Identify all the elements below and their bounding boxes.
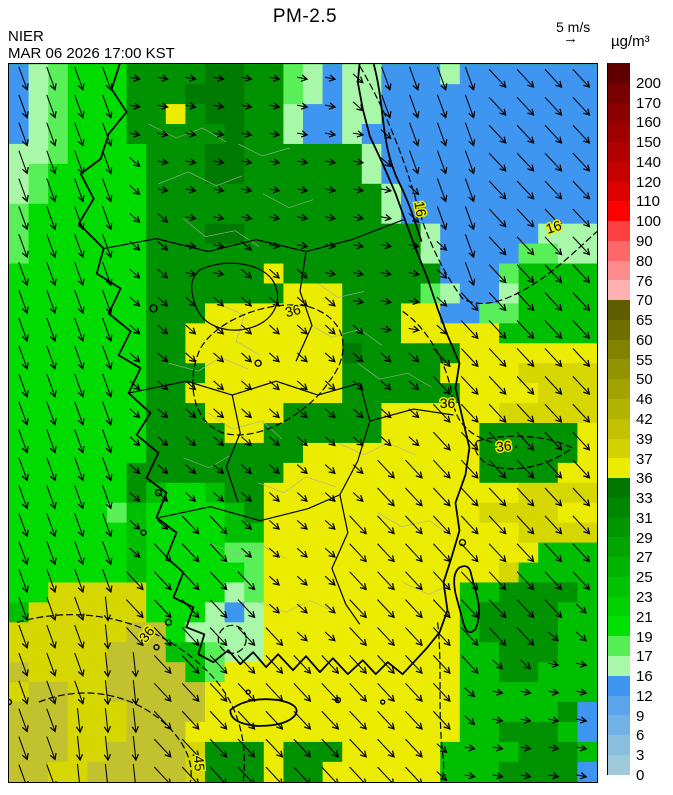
colorbar-tick: 17 (636, 648, 653, 666)
colorbar-tick: 33 (636, 490, 653, 508)
colorbar-tick: 140 (636, 153, 662, 171)
colorbar-band (608, 616, 630, 637)
county-boundaries (148, 123, 452, 613)
colorbar-tick: 65 (636, 312, 653, 330)
colorbar-tick: 19 (636, 628, 653, 646)
colorbar-band (608, 517, 630, 538)
colorbar-band (608, 537, 630, 558)
concentration-grid (9, 64, 597, 782)
colorbar-tick: 23 (636, 589, 653, 606)
colorbar-band (608, 576, 630, 597)
colorbar-band (608, 438, 630, 459)
colorbar-tick: 37 (636, 450, 653, 468)
pm25-map: 36 36 36 16 16 36 45 (8, 63, 598, 783)
wind-reference-arrow-icon: → (563, 30, 578, 47)
colorbar-band (608, 359, 630, 380)
colorbar-tick: 46 (636, 391, 653, 409)
colorbar-band (608, 63, 630, 83)
colorbar-band (608, 240, 630, 261)
colorbar-band (608, 715, 630, 736)
colorbar-tick: 42 (636, 411, 653, 428)
colorbar-band (608, 82, 630, 103)
colorbar-tick: 31 (636, 509, 653, 527)
svg-text:36: 36 (495, 437, 512, 455)
colorbar-band (608, 754, 630, 775)
colorbar-band (608, 122, 630, 143)
wind-reference-label: 5 m/s (556, 19, 591, 35)
svg-text:36: 36 (440, 395, 456, 411)
svg-text:36: 36 (283, 301, 302, 320)
colorbar-tick: 39 (636, 430, 653, 448)
colorbar-tick: 60 (636, 331, 653, 349)
colorbar-band (608, 161, 630, 182)
colorbar-tick: 150 (636, 134, 662, 152)
colorbar-band (608, 655, 630, 676)
colorbar-band (608, 596, 630, 617)
colorbar-band (608, 221, 630, 241)
colorbar-band (608, 260, 630, 281)
colorbar-tick: 50 (636, 371, 653, 389)
colorbar-tick: 27 (636, 549, 653, 567)
colorbar-band (608, 280, 630, 301)
colorbar-band (608, 458, 630, 479)
colorbar-band (608, 201, 630, 222)
colorbar-tick: 70 (636, 292, 653, 310)
svg-text:16: 16 (544, 217, 564, 237)
colorbar-band (608, 636, 630, 656)
colorbar-band (608, 319, 630, 340)
colorbar-tick: 3 (636, 747, 645, 765)
colorbar-tick: 6 (636, 727, 645, 745)
colorbar-tick: 110 (636, 193, 660, 211)
datetime-label: MAR 06 2026 17:00 KST (8, 45, 175, 62)
colorbar-band (608, 675, 630, 696)
colorbar-band (608, 497, 630, 518)
colorbar-band (608, 695, 630, 716)
tsushima-island (453, 565, 480, 634)
colorbar-tick: 16 (636, 668, 653, 686)
colorbar-tick: 9 (636, 707, 645, 725)
wind-vectors (18, 66, 589, 782)
svg-text:16: 16 (411, 200, 429, 218)
colorbar-tick: 80 (636, 252, 653, 270)
colorbar-band (608, 735, 630, 755)
colorbar-tick: 29 (636, 529, 653, 547)
colorbar-tick: 12 (636, 687, 653, 705)
colorbar-band (608, 142, 630, 162)
colorbar-tick: 76 (636, 272, 653, 290)
colorbar-band (608, 181, 630, 202)
colorbar-tick: 21 (636, 608, 653, 626)
colorbar (607, 63, 630, 775)
colorbar-tick: 120 (636, 173, 662, 191)
colorbar-tick: 160 (636, 114, 662, 132)
province-boundaries (103, 219, 454, 625)
colorbar-tick: 200 (636, 74, 662, 92)
colorbar-tick: 0 (636, 767, 645, 784)
svg-text:45: 45 (191, 755, 208, 772)
colorbar-band (608, 379, 630, 400)
colorbar-band (608, 300, 630, 320)
colorbar-tick: 100 (636, 213, 662, 231)
colorbar-tick: 25 (636, 569, 653, 587)
colorbar-band (608, 339, 630, 360)
colorbar-band (608, 102, 630, 123)
colorbar-tick: 170 (636, 94, 662, 112)
colorbar-band (608, 418, 630, 439)
colorbar-tick: 36 (636, 470, 653, 488)
colorbar-tick: 90 (636, 233, 653, 250)
page-title: PM-2.5 (272, 6, 338, 27)
colorbar-band (608, 478, 630, 498)
colorbar-band (608, 399, 630, 419)
colorbar-tick-labels: 200 170 160 150 140 120 110 100 90 80 76 70 65 60 55 50… (636, 63, 673, 783)
unit-label: µg/m³ (611, 33, 650, 50)
agency-label: NIER (8, 28, 44, 45)
colorbar-band (608, 557, 630, 577)
colorbar-tick: 55 (636, 351, 653, 369)
